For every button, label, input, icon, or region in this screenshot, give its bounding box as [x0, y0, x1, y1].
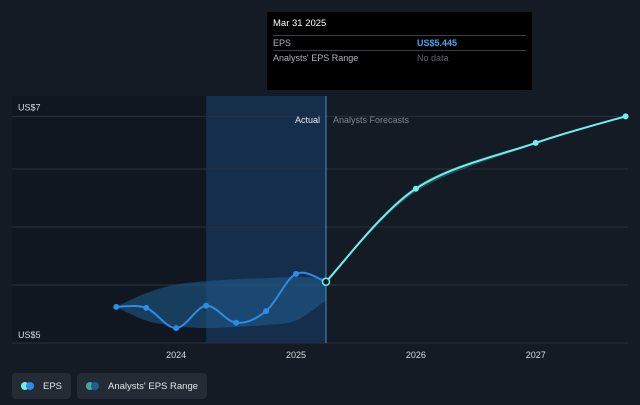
eps-actual-point	[143, 304, 150, 311]
x-tick-label: 2026	[406, 350, 426, 360]
tooltip-eps-label: EPS	[273, 38, 292, 48]
legend-item-range[interactable]: Analysts' EPS Range	[77, 373, 208, 399]
tooltip-row-eps: EPS US$5.445	[273, 35, 526, 50]
eps-legend-icon	[21, 382, 37, 390]
eps-actual-point	[263, 308, 270, 315]
tooltip-row-range: Analysts' EPS Range No data	[273, 50, 526, 65]
hover-tooltip: Mar 31 2025 EPS US$5.445 Analysts' EPS R…	[267, 12, 532, 90]
tooltip-range-value: No data	[417, 53, 449, 63]
x-tick-label: 2024	[166, 350, 186, 360]
actual-label: Actual	[295, 115, 320, 125]
legend-label-eps: EPS	[43, 380, 63, 392]
eps-actual-point	[113, 303, 120, 310]
x-tick-label: 2025	[286, 350, 306, 360]
tooltip-eps-value: US$5.445	[417, 38, 458, 48]
range-legend-icon	[86, 382, 102, 390]
hover-point	[321, 277, 331, 287]
y-tick-label: US$7	[18, 102, 41, 112]
eps-actual-point	[173, 325, 180, 332]
eps-forecast-point	[412, 185, 419, 192]
legend-item-eps[interactable]: EPS	[12, 373, 72, 399]
y-tick-label: US$5	[18, 330, 41, 340]
x-tick-label: 2027	[526, 350, 546, 360]
eps-actual-point	[203, 302, 210, 309]
legend-label-range: Analysts' EPS Range	[108, 380, 199, 392]
eps-actual-point	[293, 270, 300, 277]
range-band-area	[116, 277, 326, 329]
tooltip-date: Mar 31 2025	[273, 18, 327, 29]
legend: EPS Analysts' EPS Range	[12, 373, 208, 399]
forecast-range-band-area	[325, 141, 536, 282]
eps-forecast-point	[622, 113, 629, 120]
eps-forecast-point	[532, 139, 539, 146]
eps-forecast-line	[325, 115, 626, 283]
forecast-label: Analysts Forecasts	[333, 115, 410, 125]
eps-actual-point	[233, 319, 240, 326]
tooltip-range-label: Analysts' EPS Range	[273, 53, 359, 63]
